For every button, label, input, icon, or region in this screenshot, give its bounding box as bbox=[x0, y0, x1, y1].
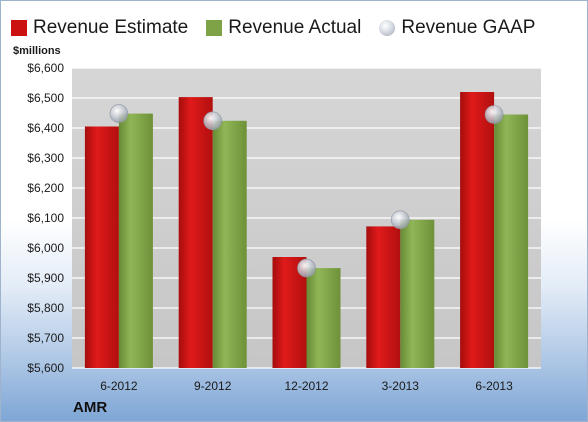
y-tick-label: $5,900 bbox=[27, 271, 64, 285]
legend-label-gaap: Revenue GAAP bbox=[401, 17, 536, 38]
x-tick-label: 3-2013 bbox=[382, 379, 420, 393]
company-name: AMR bbox=[73, 399, 108, 416]
x-tick-label: 9-2012 bbox=[194, 379, 232, 393]
y-tick-label: $6,200 bbox=[27, 181, 64, 195]
marker-revenue-gaap bbox=[109, 104, 129, 123]
legend-item-estimate: Revenue Estimate bbox=[11, 17, 188, 39]
marker-revenue-gaap bbox=[203, 111, 222, 131]
y-tick-label: $5,600 bbox=[27, 361, 64, 375]
y-tick-label: $6,300 bbox=[27, 151, 64, 165]
legend-label-estimate: Revenue Estimate bbox=[33, 17, 189, 38]
y-tick-label: $6,100 bbox=[27, 211, 64, 225]
chart-legend: Revenue Estimate Revenue Actual Revenue … bbox=[11, 17, 553, 39]
bar-revenue-actual bbox=[400, 219, 435, 368]
bar-revenue-estimate bbox=[84, 126, 119, 368]
y-tick-label: $6,500 bbox=[27, 91, 64, 105]
legend-marker-gaap bbox=[379, 20, 396, 36]
bar-revenue-actual bbox=[212, 120, 247, 368]
legend-item-actual: Revenue Actual bbox=[206, 17, 361, 39]
bar-revenue-actual bbox=[118, 113, 153, 368]
bar-revenue-estimate bbox=[178, 97, 213, 368]
legend-swatch-actual bbox=[206, 20, 223, 36]
marker-revenue-gaap bbox=[390, 210, 410, 230]
x-tick-label: 6-2013 bbox=[475, 379, 513, 393]
y-tick-label: $5,700 bbox=[27, 331, 64, 345]
legend-label-actual: Revenue Actual bbox=[228, 17, 362, 38]
marker-revenue-gaap bbox=[484, 105, 504, 124]
x-tick-label: 6-2012 bbox=[100, 379, 138, 393]
y-tick-label: $5,800 bbox=[27, 301, 64, 315]
bar-revenue-actual bbox=[306, 268, 341, 368]
y-tick-label: $6,600 bbox=[27, 61, 64, 75]
legend-swatch-estimate bbox=[11, 20, 27, 36]
x-tick-label: 12-2012 bbox=[284, 379, 328, 393]
legend-item-gaap: Revenue GAAP bbox=[379, 17, 535, 39]
y-tick-label: $6,000 bbox=[27, 241, 64, 255]
y-axis-unit-label: $millions bbox=[13, 45, 61, 57]
marker-revenue-gaap bbox=[297, 258, 316, 278]
bar-revenue-estimate bbox=[366, 226, 401, 368]
bar-revenue-actual bbox=[494, 114, 529, 368]
bar-revenue-estimate bbox=[460, 92, 495, 368]
bar-revenue-estimate bbox=[272, 257, 307, 368]
y-tick-label: $6,400 bbox=[27, 121, 64, 135]
